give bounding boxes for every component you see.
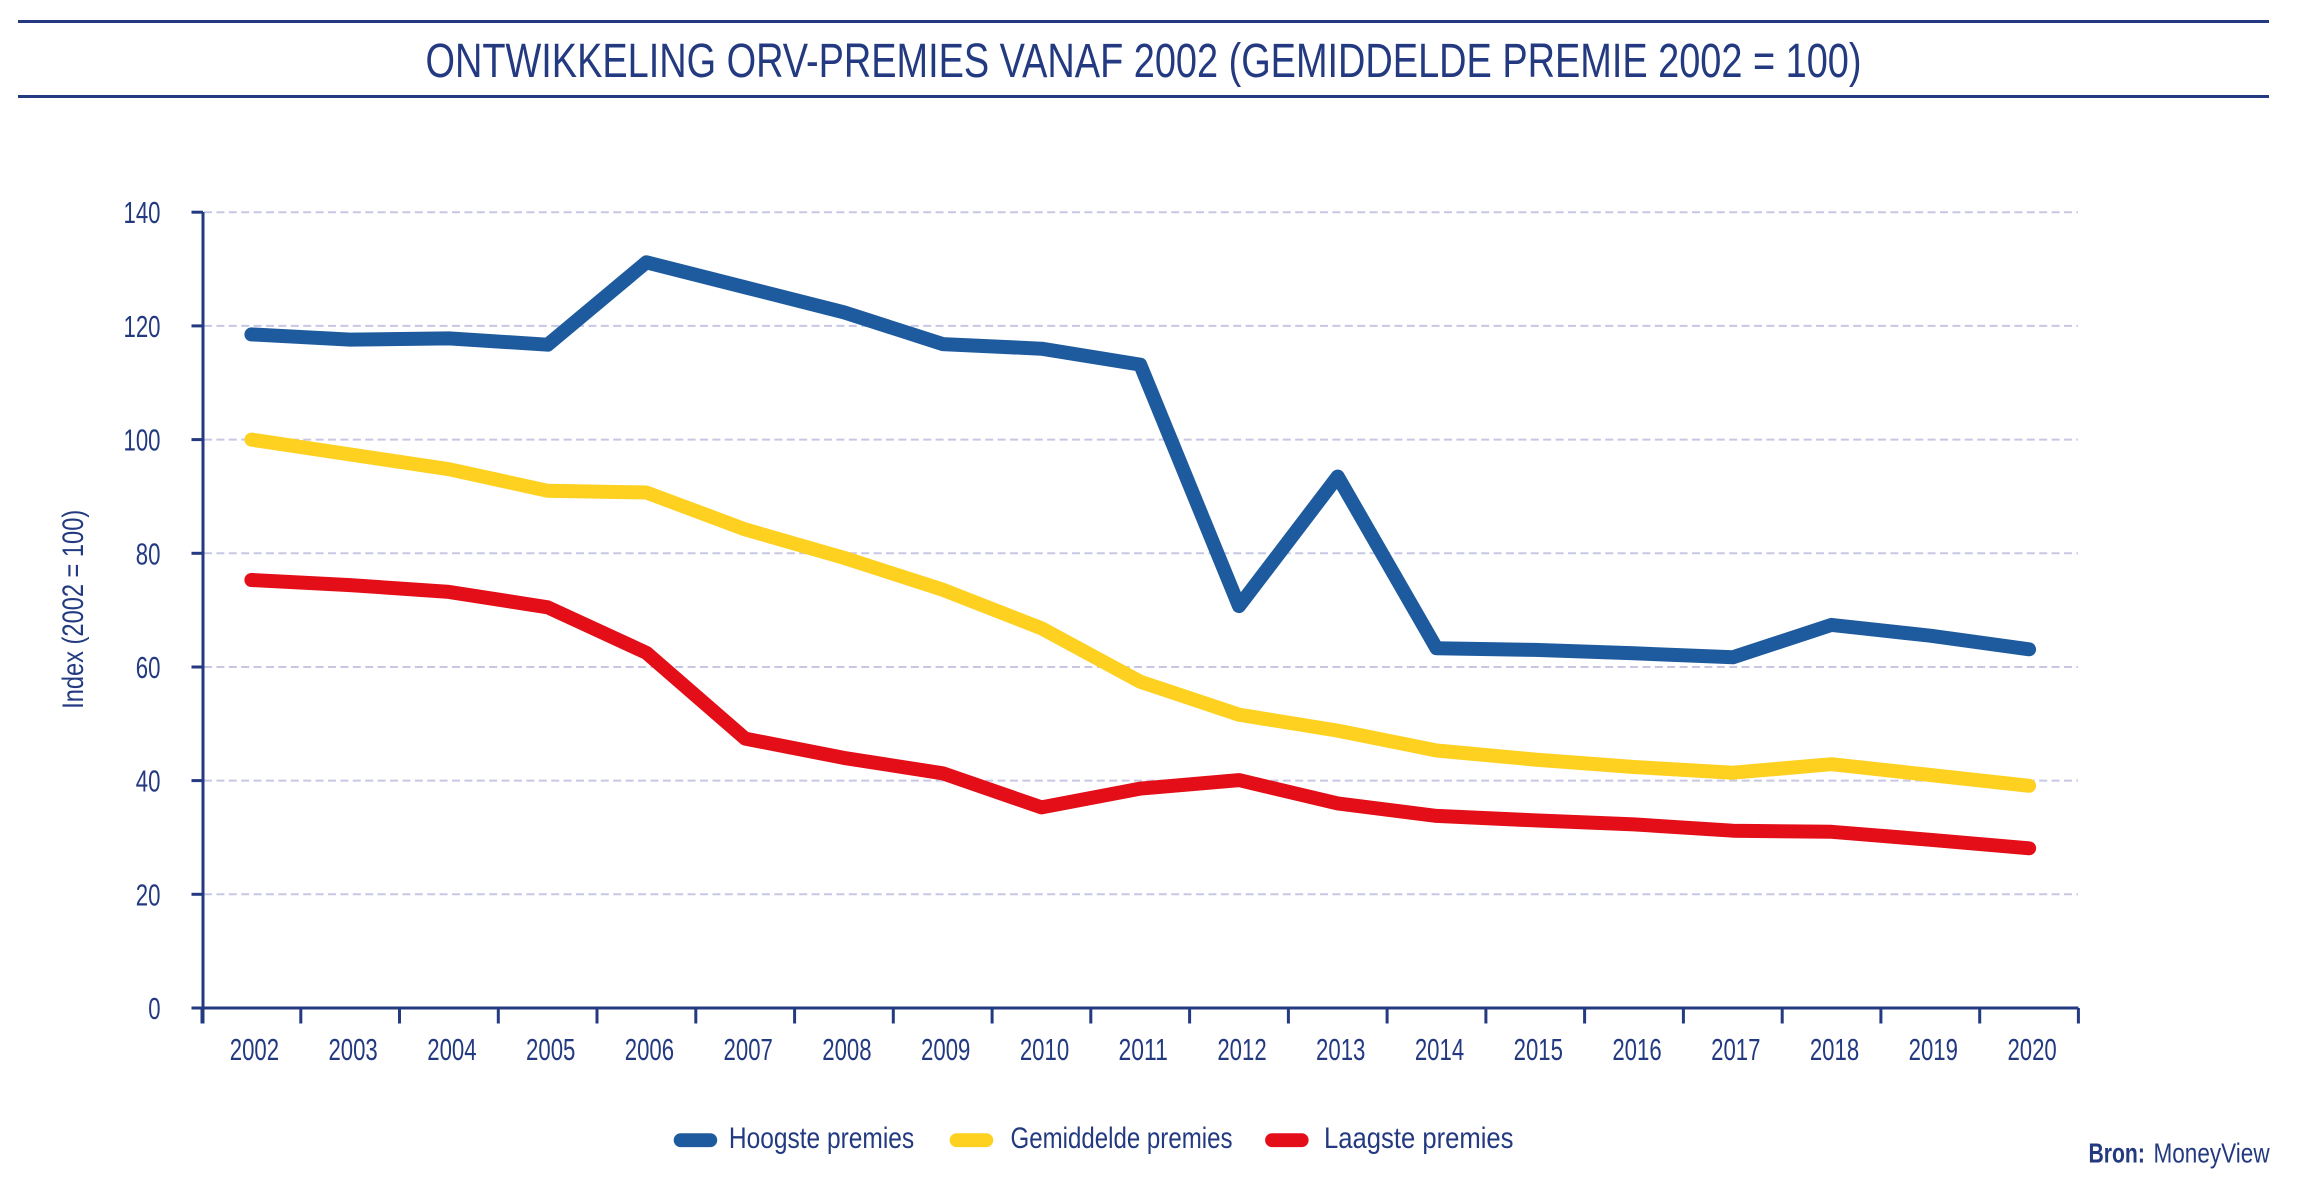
svg-text:120: 120: [124, 309, 161, 344]
svg-text:2009: 2009: [921, 1032, 970, 1067]
svg-text:2016: 2016: [1612, 1032, 1661, 1067]
svg-text:2018: 2018: [1810, 1032, 1859, 1067]
svg-text:Index (2002 = 100): Index (2002 = 100): [57, 510, 90, 709]
svg-text:MoneyView: MoneyView: [2154, 1138, 2271, 1169]
svg-text:Bron:: Bron:: [2089, 1138, 2145, 1169]
svg-text:140: 140: [124, 195, 161, 230]
svg-text:2007: 2007: [724, 1032, 773, 1067]
svg-text:2015: 2015: [1514, 1032, 1563, 1067]
svg-text:60: 60: [136, 650, 161, 685]
svg-text:2011: 2011: [1119, 1032, 1168, 1067]
svg-text:2008: 2008: [822, 1032, 871, 1067]
svg-text:Laagste premies: Laagste premies: [1324, 1122, 1514, 1155]
svg-text:40: 40: [136, 764, 161, 799]
svg-text:100: 100: [124, 423, 161, 458]
svg-text:2012: 2012: [1217, 1032, 1266, 1067]
svg-text:ONTWIKKELING ORV-PREMIES VANAF: ONTWIKKELING ORV-PREMIES VANAF 2002 (GEM…: [426, 35, 1862, 88]
svg-text:2017: 2017: [1711, 1032, 1760, 1067]
svg-text:80: 80: [136, 536, 161, 571]
svg-text:2003: 2003: [328, 1032, 377, 1067]
svg-text:2002: 2002: [230, 1032, 279, 1067]
svg-text:2013: 2013: [1316, 1032, 1365, 1067]
svg-text:2020: 2020: [2007, 1032, 2056, 1067]
svg-text:20: 20: [136, 877, 161, 912]
svg-text:Gemiddelde premies: Gemiddelde premies: [1011, 1122, 1233, 1155]
svg-text:2006: 2006: [625, 1032, 674, 1067]
svg-text:2005: 2005: [526, 1032, 575, 1067]
svg-text:2004: 2004: [427, 1032, 476, 1067]
svg-text:2014: 2014: [1415, 1032, 1464, 1067]
svg-text:2019: 2019: [1909, 1032, 1958, 1067]
svg-text:2010: 2010: [1020, 1032, 1069, 1067]
svg-text:Hoogste premies: Hoogste premies: [729, 1122, 914, 1155]
svg-text:0: 0: [148, 991, 160, 1026]
